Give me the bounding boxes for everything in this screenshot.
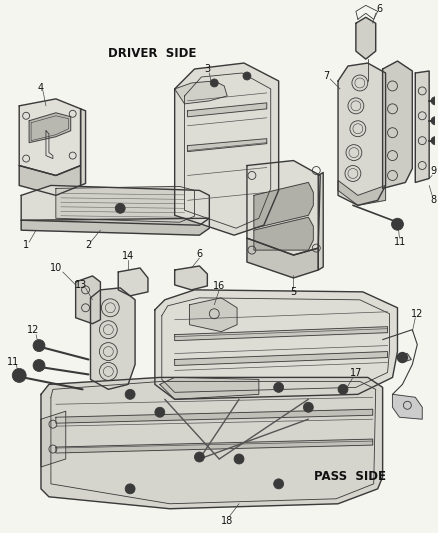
Polygon shape (247, 160, 320, 255)
Text: 11: 11 (7, 357, 19, 367)
Circle shape (125, 389, 135, 399)
Polygon shape (76, 276, 100, 324)
Polygon shape (175, 352, 388, 366)
Circle shape (15, 372, 23, 379)
Circle shape (274, 479, 283, 489)
Polygon shape (41, 411, 66, 467)
Circle shape (12, 368, 26, 382)
Polygon shape (318, 173, 323, 270)
Text: 11: 11 (394, 237, 406, 247)
Text: 9: 9 (430, 166, 436, 175)
Polygon shape (338, 181, 385, 205)
Polygon shape (356, 17, 376, 59)
Text: 13: 13 (74, 280, 87, 290)
Polygon shape (397, 353, 411, 362)
Text: 17: 17 (350, 368, 362, 378)
Polygon shape (175, 266, 207, 290)
Circle shape (210, 79, 218, 87)
Text: 1: 1 (23, 240, 29, 250)
Polygon shape (190, 298, 237, 332)
Text: 18: 18 (221, 515, 233, 526)
Text: 6: 6 (196, 249, 202, 259)
Polygon shape (29, 113, 71, 143)
Polygon shape (155, 290, 397, 399)
Text: PASS  SIDE: PASS SIDE (314, 471, 386, 483)
Text: 12: 12 (411, 309, 424, 319)
Circle shape (118, 206, 123, 211)
Polygon shape (81, 109, 85, 185)
Text: 12: 12 (27, 325, 39, 335)
Polygon shape (19, 166, 81, 196)
Text: 4: 4 (38, 83, 44, 93)
Polygon shape (56, 187, 194, 222)
Circle shape (431, 97, 438, 105)
Text: 5: 5 (290, 287, 297, 297)
Circle shape (155, 407, 165, 417)
Polygon shape (19, 99, 81, 175)
Circle shape (397, 352, 407, 362)
Polygon shape (338, 63, 385, 205)
Circle shape (194, 452, 205, 462)
Text: 14: 14 (122, 251, 134, 261)
Text: 2: 2 (85, 240, 92, 250)
Circle shape (338, 384, 348, 394)
Text: 8: 8 (430, 196, 436, 205)
Polygon shape (91, 288, 135, 389)
Polygon shape (118, 268, 148, 296)
Polygon shape (56, 409, 373, 423)
Circle shape (33, 340, 45, 352)
Polygon shape (247, 238, 318, 278)
Text: 3: 3 (204, 64, 210, 74)
Circle shape (392, 218, 403, 230)
Circle shape (115, 203, 125, 213)
Polygon shape (254, 182, 313, 228)
Polygon shape (175, 81, 227, 104)
Text: 10: 10 (50, 263, 62, 273)
Polygon shape (187, 103, 267, 117)
Circle shape (304, 402, 313, 412)
Polygon shape (187, 139, 267, 151)
Polygon shape (175, 63, 279, 235)
Polygon shape (175, 327, 388, 341)
Text: 16: 16 (213, 281, 226, 291)
Polygon shape (392, 394, 422, 419)
Circle shape (125, 484, 135, 494)
Circle shape (431, 117, 438, 125)
Polygon shape (21, 218, 209, 235)
Polygon shape (160, 377, 259, 399)
Circle shape (33, 360, 45, 372)
Polygon shape (21, 185, 209, 225)
Circle shape (274, 382, 283, 392)
Polygon shape (254, 217, 313, 250)
Text: 7: 7 (323, 71, 329, 81)
Circle shape (234, 454, 244, 464)
Polygon shape (415, 71, 429, 182)
Polygon shape (56, 439, 373, 453)
Polygon shape (383, 61, 412, 188)
Text: 6: 6 (377, 4, 383, 14)
Circle shape (431, 136, 438, 144)
Polygon shape (41, 377, 383, 508)
Circle shape (243, 72, 251, 80)
Text: DRIVER  SIDE: DRIVER SIDE (108, 46, 196, 60)
Circle shape (395, 221, 400, 227)
